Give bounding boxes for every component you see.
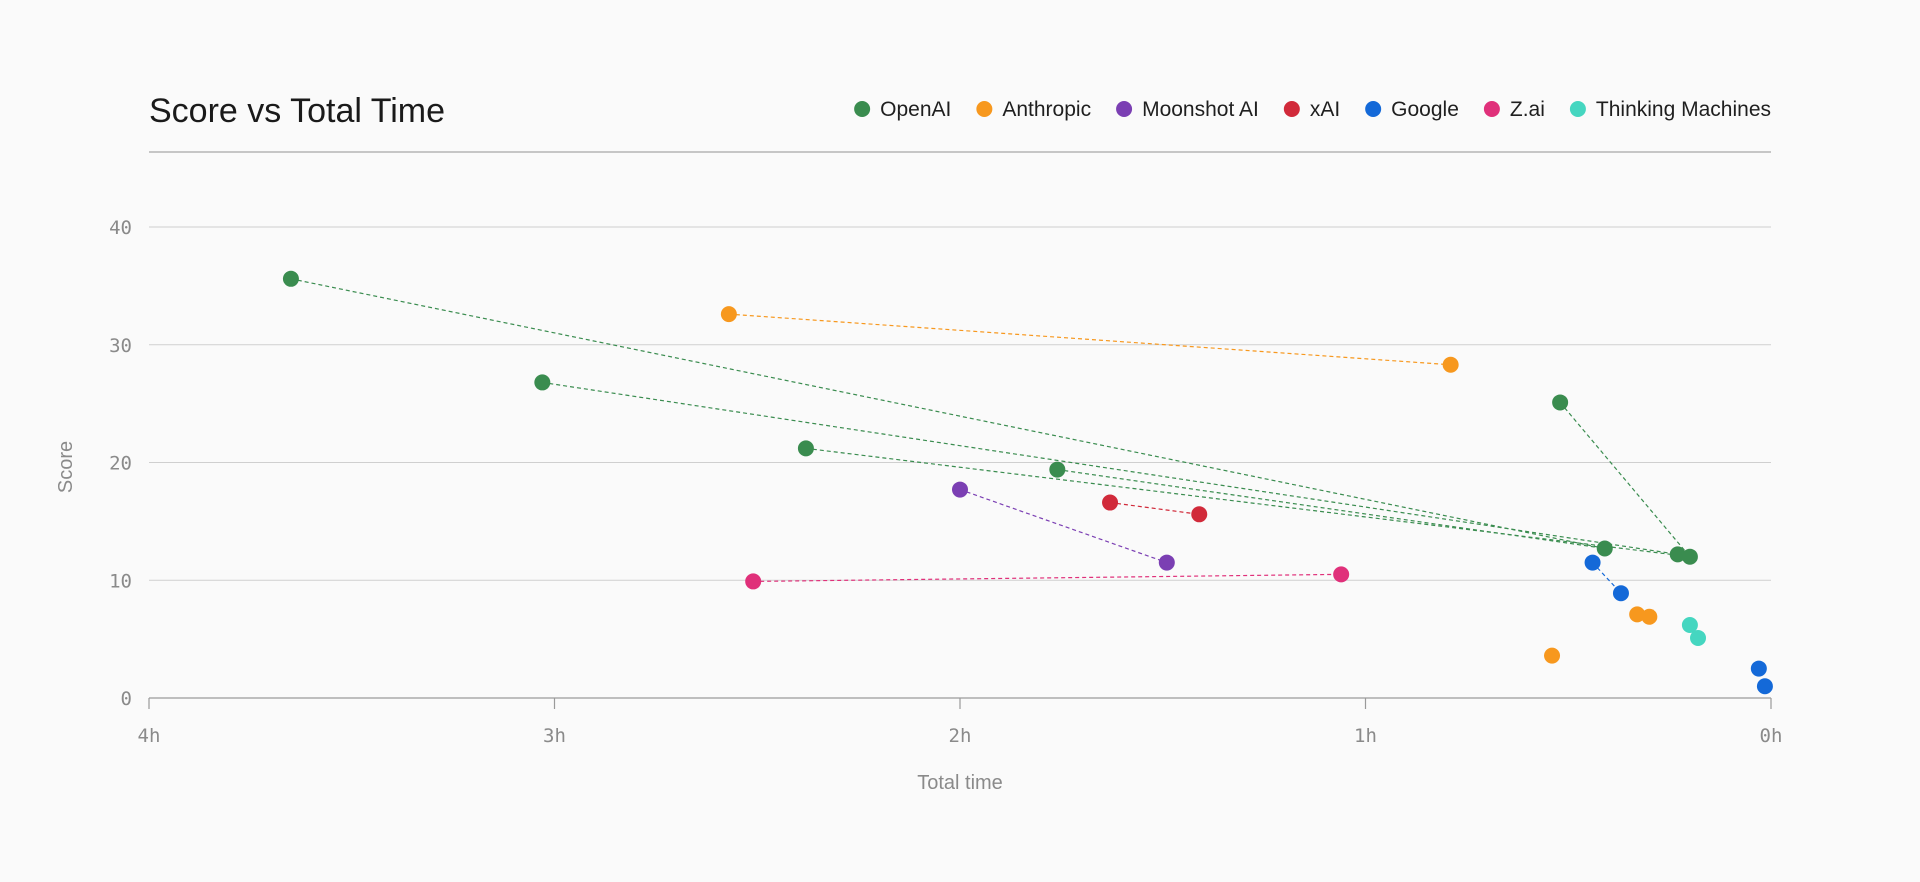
legend-label: Google — [1391, 98, 1459, 121]
point-anthropic[interactable] — [1641, 608, 1658, 625]
point-moonshot-ai[interactable] — [952, 481, 968, 498]
point-anthropic[interactable] — [1544, 647, 1561, 664]
connector-xai — [1109, 501, 1200, 515]
legend-label: Anthropic — [1002, 98, 1091, 121]
point-anthropic[interactable] — [720, 306, 737, 323]
point-thinking-machines[interactable] — [1690, 629, 1707, 646]
legend-label: Moonshot AI — [1142, 98, 1259, 121]
point-anthropic[interactable] — [1442, 356, 1459, 373]
connector-anthropic — [728, 313, 1451, 366]
legend-swatch — [1569, 101, 1586, 117]
chart-title: Score vs Total Time — [149, 92, 445, 130]
point-thinking-machines[interactable] — [1681, 616, 1698, 633]
legend-item-openai[interactable]: OpenAI — [854, 98, 951, 121]
legend-swatch — [1116, 101, 1133, 117]
point-xai[interactable] — [1102, 494, 1119, 511]
point-openai[interactable] — [1049, 461, 1066, 478]
legend-swatch — [1483, 101, 1500, 117]
point-z-ai[interactable] — [1333, 566, 1350, 583]
data-points — [282, 270, 1773, 695]
legend-item-anthropic[interactable]: Anthropic — [976, 98, 1091, 121]
connector-openai — [1559, 402, 1691, 558]
point-moonshot-ai[interactable] — [1158, 554, 1175, 571]
point-google[interactable] — [1756, 678, 1773, 695]
legend-item-xai[interactable]: xAI — [1283, 98, 1340, 121]
legend-label: Z.ai — [1510, 98, 1545, 121]
y-axis-ticks: 0 10 20 30 40 — [109, 217, 132, 710]
point-google[interactable] — [1584, 554, 1601, 571]
point-openai[interactable] — [1552, 394, 1569, 411]
connector-openai — [805, 447, 1690, 558]
legend-item-google[interactable]: Google — [1365, 98, 1459, 121]
point-openai[interactable] — [282, 270, 299, 287]
series-connectors — [290, 278, 1691, 594]
connector-z-ai — [753, 573, 1342, 583]
y-tick-label: 10 — [109, 570, 132, 592]
y-tick-label: 20 — [109, 453, 132, 475]
x-tick-label: 3h — [543, 725, 566, 747]
x-tick-label: 2h — [949, 725, 972, 747]
point-openai[interactable] — [1596, 540, 1613, 557]
y-axis-title: Score — [55, 441, 77, 493]
legend-label: OpenAI — [880, 98, 951, 121]
point-anthropic[interactable] — [1629, 606, 1646, 623]
point-openai[interactable] — [534, 374, 551, 391]
connector-openai — [290, 278, 1605, 550]
connector-openai — [1057, 468, 1605, 550]
legend-item-thinking-machines[interactable]: Thinking Machines — [1569, 98, 1771, 121]
x-axis: 4h 3h 2h 1h 0h — [138, 697, 1783, 747]
legend-swatch — [854, 101, 871, 117]
x-tick-label: 4h — [138, 725, 161, 747]
legend-swatch — [1283, 101, 1300, 117]
point-openai[interactable] — [1681, 548, 1698, 565]
legend-swatch — [1365, 101, 1382, 117]
legend-label: xAI — [1310, 98, 1340, 121]
connector-moonshot-ai — [959, 489, 1168, 564]
y-tick-label: 0 — [121, 688, 132, 710]
y-tick-label: 40 — [109, 217, 132, 239]
point-google[interactable] — [1612, 585, 1629, 602]
point-openai[interactable] — [797, 440, 814, 457]
legend-label: Thinking Machines — [1596, 98, 1771, 121]
connector-openai — [542, 381, 1678, 555]
point-openai[interactable] — [1669, 546, 1686, 563]
grid-lines — [149, 226, 1771, 581]
legend-item-z-ai[interactable]: Z.ai — [1483, 98, 1545, 121]
x-tick-label: 1h — [1354, 725, 1377, 747]
y-tick-label: 30 — [109, 335, 132, 357]
legend-swatch — [976, 101, 993, 117]
point-google[interactable] — [1750, 660, 1767, 677]
point-z-ai[interactable] — [745, 573, 762, 590]
point-xai[interactable] — [1191, 506, 1208, 523]
x-tick-label: 0h — [1760, 725, 1783, 747]
chart-legend: OpenAI Anthropic Moonshot AI xAI Google Z.ai T… — [854, 98, 1771, 121]
legend-item-moonshot-ai[interactable]: Moonshot AI — [1116, 98, 1259, 121]
x-axis-title: Total time — [917, 772, 1003, 794]
